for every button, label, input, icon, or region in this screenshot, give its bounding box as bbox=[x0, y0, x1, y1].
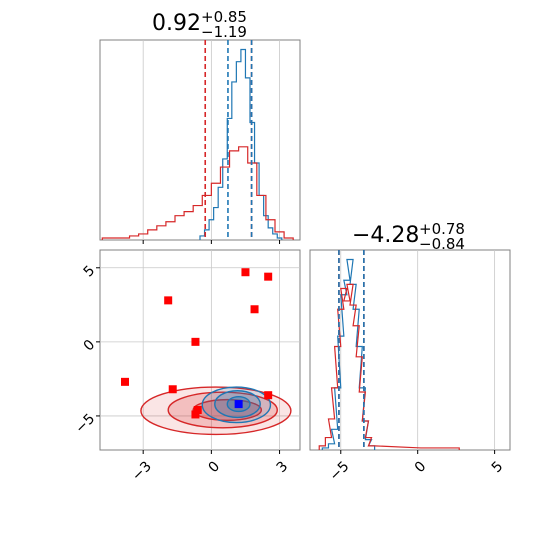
histy-xtick-label-1: 0 bbox=[412, 458, 430, 476]
joint-xtick-label-1: 0 bbox=[205, 458, 223, 476]
joint-marker-1 bbox=[264, 272, 273, 281]
histy-frame bbox=[309, 249, 511, 451]
joint-contour-1 bbox=[167, 391, 278, 429]
joint-xtick-label-2: 3 bbox=[274, 458, 292, 476]
joint-marker-9 bbox=[191, 410, 200, 419]
histy-title-value: −4.28 bbox=[352, 223, 419, 248]
histy-series-1 bbox=[318, 283, 460, 450]
histx-series-0 bbox=[199, 48, 283, 240]
histx-series-1 bbox=[101, 146, 294, 240]
joint-marker-7 bbox=[264, 391, 273, 400]
joint-marker-0 bbox=[241, 268, 250, 277]
joint-marker-6 bbox=[168, 385, 177, 394]
histx-title-value: 0.92 bbox=[152, 11, 201, 36]
joint-scatter-panel: −3 0 3 −5 0 5 bbox=[72, 249, 301, 484]
joint-marker-3 bbox=[250, 305, 259, 314]
joint-marker-4 bbox=[191, 337, 200, 346]
marginal-x-histogram-panel bbox=[99, 39, 301, 244]
joint-xtick-label-0: −3 bbox=[129, 458, 155, 484]
histy-xtick-label-0: −5 bbox=[327, 458, 353, 484]
histy-title-lower: −0.84 bbox=[419, 235, 465, 253]
joint-ytick-label-0: −5 bbox=[72, 411, 98, 437]
joint-marker-2 bbox=[164, 296, 173, 305]
joint-contour-0 bbox=[192, 398, 263, 422]
histy-title-upper: +0.78 bbox=[419, 220, 465, 238]
joint-marker-5 bbox=[121, 377, 129, 386]
joint-ytick-label-1: 0 bbox=[81, 337, 99, 355]
joint-marker-10 bbox=[234, 400, 243, 409]
joint-marker-8 bbox=[193, 406, 202, 414]
joint-ytick-label-2: 5 bbox=[81, 263, 99, 281]
histx-title-lower: −1.19 bbox=[201, 23, 247, 41]
marginal-y-histogram-panel: −5 0 5 bbox=[309, 249, 511, 484]
histy-xtick-label-2: 5 bbox=[489, 458, 507, 476]
joint-contour-2 bbox=[140, 386, 292, 436]
histx-title-upper: +0.85 bbox=[201, 8, 247, 26]
histx-frame bbox=[99, 39, 301, 241]
